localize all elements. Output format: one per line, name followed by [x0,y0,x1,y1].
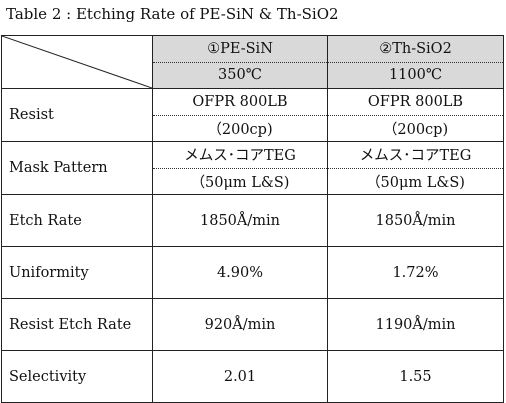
row-label: Uniformity [1,246,153,299]
column-name: ②Th-SiO2 [328,37,503,63]
table-row-mask-pattern: Mask Pattern メムス･コアTEG （50μm L&S) メムス･コア… [1,141,504,195]
column-temperature: 350℃ [218,67,262,84]
row-label: Selectivity [1,350,153,403]
table-caption: Table 2 : Etching Rate of PE-SiN & Th-Si… [6,5,339,23]
value-cell: 4.90% [152,246,328,299]
value-line: （200cp) [207,121,273,138]
value-line: OFPR 800LB [153,90,327,116]
value-line: メムス･コアTEG [153,143,327,169]
table-row-resist: Resist OFPR 800LB （200cp) OFPR 800LB （20… [1,88,504,142]
value-cell: 2.01 [152,350,328,403]
row-label: Mask Pattern [1,141,153,195]
value-cell: 1850Å/min [327,194,504,247]
table-row-resist-etch-rate: Resist Etch Rate 920Å/min 1190Å/min [1,298,504,351]
value-cell: 1850Å/min [152,194,328,247]
column-temperature: 1100℃ [388,67,443,84]
value-cell: メムス･コアTEG （50μm L&S) [327,141,504,195]
column-header-th-sio2: ②Th-SiO2 1100℃ [327,35,504,89]
column-name: ①PE-SiN [153,37,327,63]
row-label: Resist Etch Rate [1,298,153,351]
value-line: （50μm L&S) [366,174,465,191]
header-row: ①PE-SiN 350℃ ②Th-SiO2 1100℃ [1,35,504,89]
value-line: （200cp) [382,121,449,138]
diagonal-line [2,36,152,88]
table-row-selectivity: Selectivity 2.01 1.55 [1,350,504,403]
corner-cell [1,35,153,89]
value-cell: OFPR 800LB （200cp) [327,88,504,142]
row-label: Etch Rate [1,194,153,247]
value-line: OFPR 800LB [328,90,503,116]
value-cell: 1190Å/min [327,298,504,351]
value-cell: メムス･コアTEG （50μm L&S) [152,141,328,195]
value-cell: 1.72% [327,246,504,299]
value-line: メムス･コアTEG [328,143,503,169]
value-cell: 920Å/min [152,298,328,351]
value-line: （50μm L&S) [190,174,290,191]
table-row-etch-rate: Etch Rate 1850Å/min 1850Å/min [1,194,504,247]
etching-rate-table: ①PE-SiN 350℃ ②Th-SiO2 1100℃ Resist OFPR … [1,35,504,403]
row-label: Resist [1,88,153,142]
value-cell: 1.55 [327,350,504,403]
column-header-pe-sin: ①PE-SiN 350℃ [152,35,328,89]
table-row-uniformity: Uniformity 4.90% 1.72% [1,246,504,299]
value-cell: OFPR 800LB （200cp) [152,88,328,142]
